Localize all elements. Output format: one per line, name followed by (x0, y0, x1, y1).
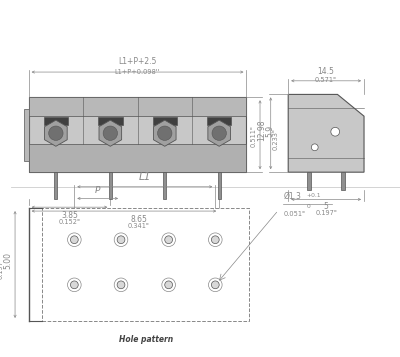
Circle shape (70, 236, 78, 243)
Circle shape (114, 278, 128, 292)
Polygon shape (288, 94, 364, 172)
Circle shape (311, 144, 318, 151)
Circle shape (212, 236, 219, 243)
Bar (109, 172, 112, 200)
Polygon shape (44, 120, 67, 146)
Polygon shape (208, 120, 230, 146)
Text: 0: 0 (307, 204, 310, 209)
Polygon shape (154, 120, 176, 146)
Circle shape (117, 281, 125, 289)
Circle shape (68, 233, 81, 247)
Circle shape (114, 233, 128, 247)
Circle shape (165, 281, 172, 289)
Bar (29, 97, 246, 116)
Circle shape (117, 236, 125, 243)
Circle shape (212, 126, 226, 140)
Text: 5.9: 5.9 (266, 125, 275, 137)
Text: 0.051": 0.051" (283, 211, 305, 217)
Text: 0.571": 0.571" (315, 77, 337, 83)
Bar (218, 172, 221, 200)
Bar (98, 117, 122, 125)
Text: 0.511": 0.511" (251, 125, 257, 147)
Text: 0.197": 0.197" (315, 210, 337, 216)
Bar (341, 172, 345, 190)
Circle shape (68, 278, 81, 292)
Bar (42, 208, 249, 321)
Bar (308, 172, 311, 190)
Bar (163, 172, 166, 200)
Circle shape (331, 127, 340, 136)
Bar (54, 172, 57, 200)
Bar (152, 117, 177, 125)
Text: 5: 5 (324, 202, 328, 211)
Polygon shape (99, 120, 122, 146)
Text: L1: L1 (139, 172, 151, 182)
Circle shape (162, 278, 176, 292)
Text: P: P (95, 186, 100, 195)
Circle shape (212, 281, 219, 289)
Circle shape (162, 233, 176, 247)
Bar (29, 97, 246, 172)
Circle shape (208, 278, 222, 292)
Text: 3.85: 3.85 (61, 211, 78, 220)
Text: 14.5: 14.5 (318, 67, 334, 76)
Bar (207, 117, 232, 125)
Circle shape (158, 126, 172, 140)
Text: L1+P+2.5: L1+P+2.5 (118, 57, 157, 66)
Circle shape (70, 281, 78, 289)
Text: 0.341": 0.341" (128, 223, 150, 229)
Bar (44, 117, 68, 125)
Text: 0.152": 0.152" (58, 219, 80, 225)
Text: 0.197": 0.197" (0, 257, 3, 280)
Text: Hole pattern: Hole pattern (119, 335, 173, 343)
Bar (24, 109, 29, 161)
Text: 8.65: 8.65 (130, 215, 147, 224)
Circle shape (208, 233, 222, 247)
Circle shape (103, 126, 118, 140)
Text: +0.1: +0.1 (307, 193, 321, 198)
Bar (29, 144, 246, 172)
Text: 5.00: 5.00 (3, 252, 12, 269)
Circle shape (49, 126, 63, 140)
Text: Ø1.3: Ø1.3 (283, 191, 301, 200)
Text: 0.233": 0.233" (273, 128, 279, 150)
Text: L1+P+0.098'': L1+P+0.098'' (115, 69, 160, 75)
Circle shape (165, 236, 172, 243)
Text: 12.98: 12.98 (257, 120, 266, 141)
